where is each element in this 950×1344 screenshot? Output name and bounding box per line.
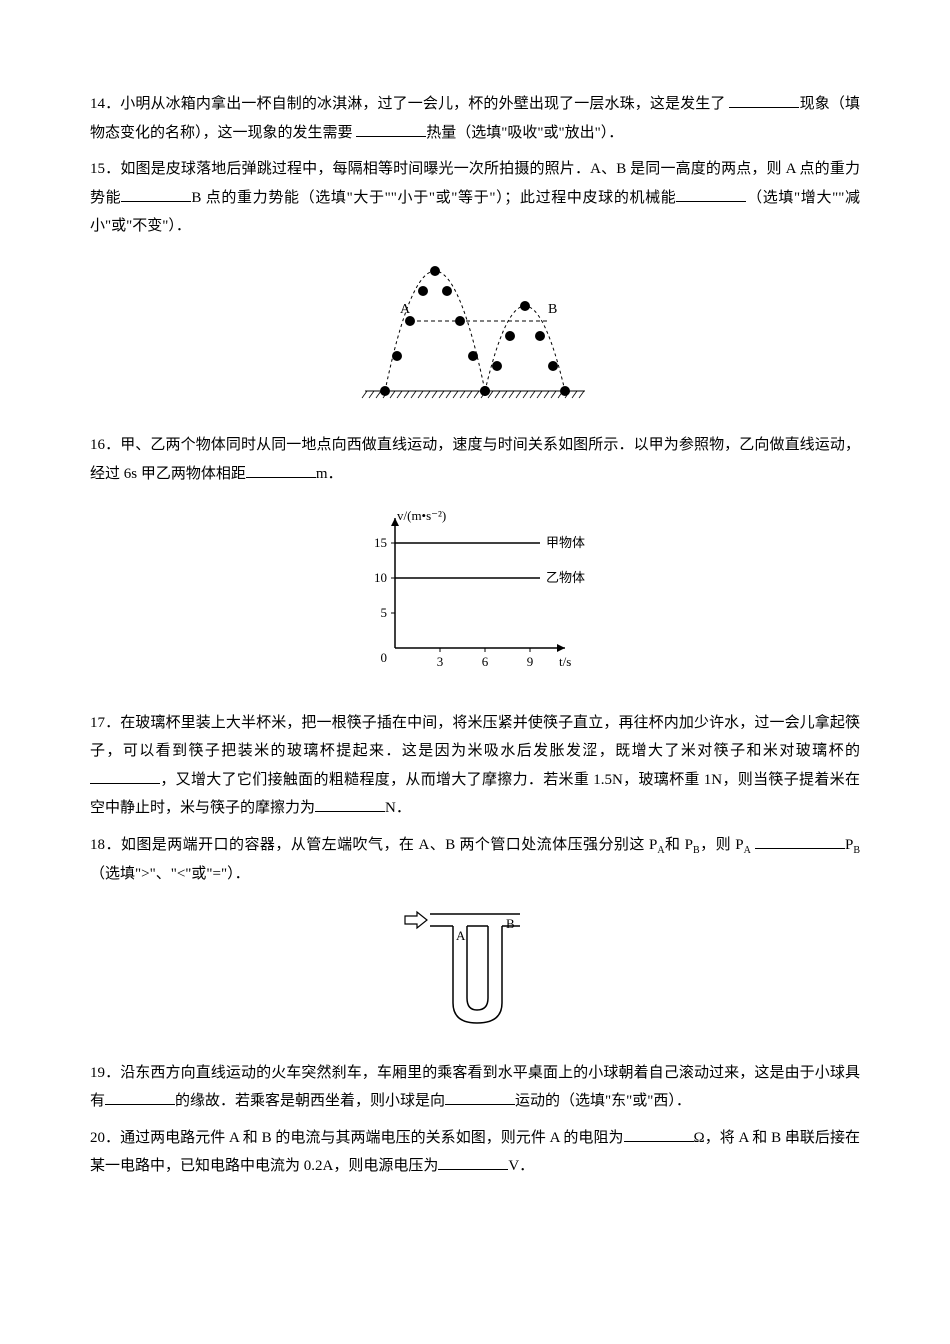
q20-text-c: V． bbox=[508, 1158, 534, 1174]
svg-text:B: B bbox=[548, 302, 557, 317]
svg-text:15: 15 bbox=[374, 535, 387, 550]
q15-num: 15． bbox=[90, 161, 120, 177]
q17-blank-1[interactable] bbox=[90, 768, 160, 784]
velocity-time-chart: 5 10 15 3 6 9 0 v/(m•s⁻²) t/s 甲物体乙物体 bbox=[335, 498, 615, 688]
q18-text-c: ，则 P bbox=[700, 837, 744, 853]
q20-text-a: 通过两电路元件 A 和 B 的电流与其两端电压的关系如图，则元件 A 的电阻为 bbox=[120, 1130, 623, 1146]
q19-text-c: 运动的（选填"东"或"西）． bbox=[515, 1093, 691, 1109]
q16-blank-1[interactable] bbox=[246, 462, 316, 478]
q17-text-a: 在玻璃杯里装上大半杯米，把一根筷子插在中间，将米压紧并使筷子直立，再往杯内加少许… bbox=[90, 715, 860, 760]
q16-text-b: m． bbox=[316, 466, 343, 482]
svg-text:10: 10 bbox=[374, 570, 387, 585]
q18-sub-d: B bbox=[853, 845, 860, 856]
question-17: 17．在玻璃杯里装上大半杯米，把一根筷子插在中间，将米压紧并使筷子直立，再往杯内… bbox=[90, 709, 860, 823]
q20-blank-2[interactable] bbox=[438, 1154, 508, 1170]
q18-sub-a: A bbox=[657, 845, 664, 856]
q14-blank-2[interactable] bbox=[356, 121, 426, 137]
question-20: 20．通过两电路元件 A 和 B 的电流与其两端电压的关系如图，则元件 A 的电… bbox=[90, 1124, 860, 1181]
q16-figure: 5 10 15 3 6 9 0 v/(m•s⁻²) t/s 甲物体乙物体 bbox=[90, 498, 860, 699]
q19-blank-2[interactable] bbox=[445, 1089, 515, 1105]
q20-blank-1[interactable] bbox=[624, 1126, 694, 1142]
q18-blank-1[interactable] bbox=[755, 833, 845, 849]
q18-sub-b: B bbox=[693, 845, 700, 856]
q15-figure: AB bbox=[90, 251, 860, 422]
question-15: 15．如图是皮球落地后弹跳过程中，每隔相等时间曝光一次所拍摄的照片．A、B 是同… bbox=[90, 155, 860, 241]
q15-text-b: B 点的重力势能（选填"大于""小于"或"等于"）；此过程中皮球的机械能 bbox=[191, 190, 676, 206]
bounce-diagram: AB bbox=[345, 251, 605, 411]
svg-text:B: B bbox=[506, 916, 515, 931]
svg-text:0: 0 bbox=[381, 650, 388, 665]
svg-text:9: 9 bbox=[527, 654, 534, 669]
question-16: 16．甲、乙两个物体同时从同一地点向西做直线运动，速度与时间关系如图所示．以甲为… bbox=[90, 431, 860, 488]
u-tube-diagram: AB bbox=[395, 898, 555, 1038]
q20-num: 20． bbox=[90, 1130, 120, 1146]
q16-num: 16． bbox=[90, 437, 120, 453]
svg-text:A: A bbox=[400, 302, 411, 317]
q19-num: 19． bbox=[90, 1065, 120, 1081]
q17-text-b: ，又增大了它们接触面的粗糙程度，从而增大了摩擦力．若米重 1.5N，玻璃杯重 1… bbox=[90, 772, 860, 817]
q17-text-c: N． bbox=[385, 800, 411, 816]
question-19: 19．沿东西方向直线运动的火车突然刹车，车厢里的乘客看到水平桌面上的小球朝着自己… bbox=[90, 1059, 860, 1116]
q18-figure: AB bbox=[90, 898, 860, 1049]
svg-text:乙物体: 乙物体 bbox=[546, 570, 585, 585]
q17-num: 17． bbox=[90, 715, 120, 731]
svg-text:A: A bbox=[456, 928, 466, 943]
q17-blank-2[interactable] bbox=[315, 796, 385, 812]
q15-blank-1[interactable] bbox=[121, 186, 191, 202]
q18-sub-c: A bbox=[744, 845, 751, 856]
svg-text:5: 5 bbox=[381, 605, 388, 620]
q16-text-a: 甲、乙两个物体同时从同一地点向西做直线运动，速度与时间关系如图所示．以甲为参照物… bbox=[90, 437, 860, 482]
svg-text:甲物体: 甲物体 bbox=[546, 535, 585, 550]
q14-text-c: 热量（选填"吸收"或"放出"）． bbox=[426, 125, 623, 141]
q14-text-a: 小明从冰箱内拿出一杯自制的冰淇淋，过了一会儿，杯的外壁出现了一层水珠，这是发生了 bbox=[120, 96, 725, 112]
q14-num: 14． bbox=[90, 96, 120, 112]
svg-text:3: 3 bbox=[437, 654, 444, 669]
q19-text-b: 的缘故．若乘客是朝西坐着，则小球是向 bbox=[175, 1093, 445, 1109]
svg-text:t/s: t/s bbox=[559, 654, 571, 669]
q18-num: 18． bbox=[90, 837, 121, 853]
q18-text-e: （选填">"、"<"或"="）． bbox=[90, 866, 250, 882]
q18-text-b: 和 P bbox=[665, 837, 693, 853]
q19-blank-1[interactable] bbox=[105, 1089, 175, 1105]
question-18: 18．如图是两端开口的容器，从管左端吹气，在 A、B 两个管口处流体压强分别这 … bbox=[90, 831, 860, 889]
question-14: 14．小明从冰箱内拿出一杯自制的冰淇淋，过了一会儿，杯的外壁出现了一层水珠，这是… bbox=[90, 90, 860, 147]
svg-text:6: 6 bbox=[482, 654, 489, 669]
q14-blank-1[interactable] bbox=[729, 92, 799, 108]
q18-text-a: 如图是两端开口的容器，从管左端吹气，在 A、B 两个管口处流体压强分别这 P bbox=[121, 837, 657, 853]
q15-blank-2[interactable] bbox=[676, 186, 746, 202]
svg-text:v/(m•s⁻²): v/(m•s⁻²) bbox=[397, 508, 446, 523]
